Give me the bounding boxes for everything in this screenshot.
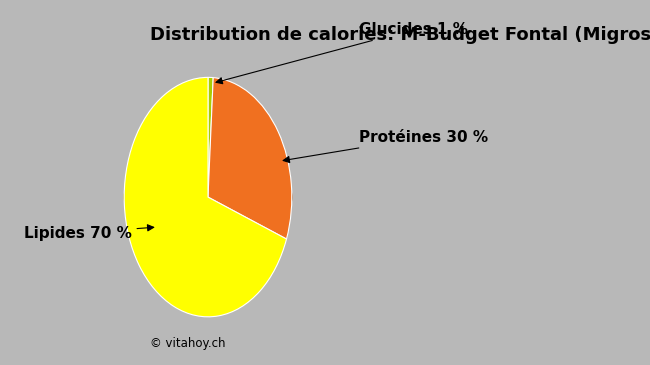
Text: Glucides 1 %: Glucides 1 % — [216, 22, 468, 84]
Wedge shape — [124, 77, 287, 317]
Polygon shape — [208, 155, 213, 177]
Text: Distribution de calories: M-Budget Fontal (Migros): Distribution de calories: M-Budget Fonta… — [150, 26, 650, 43]
Text: Lipides 70 %: Lipides 70 % — [23, 225, 153, 241]
Text: Protéines 30 %: Protéines 30 % — [283, 130, 488, 162]
Wedge shape — [208, 78, 292, 239]
Text: © vitahoy.ch: © vitahoy.ch — [150, 337, 226, 350]
Polygon shape — [213, 155, 292, 233]
Wedge shape — [208, 77, 213, 197]
Polygon shape — [124, 155, 287, 239]
